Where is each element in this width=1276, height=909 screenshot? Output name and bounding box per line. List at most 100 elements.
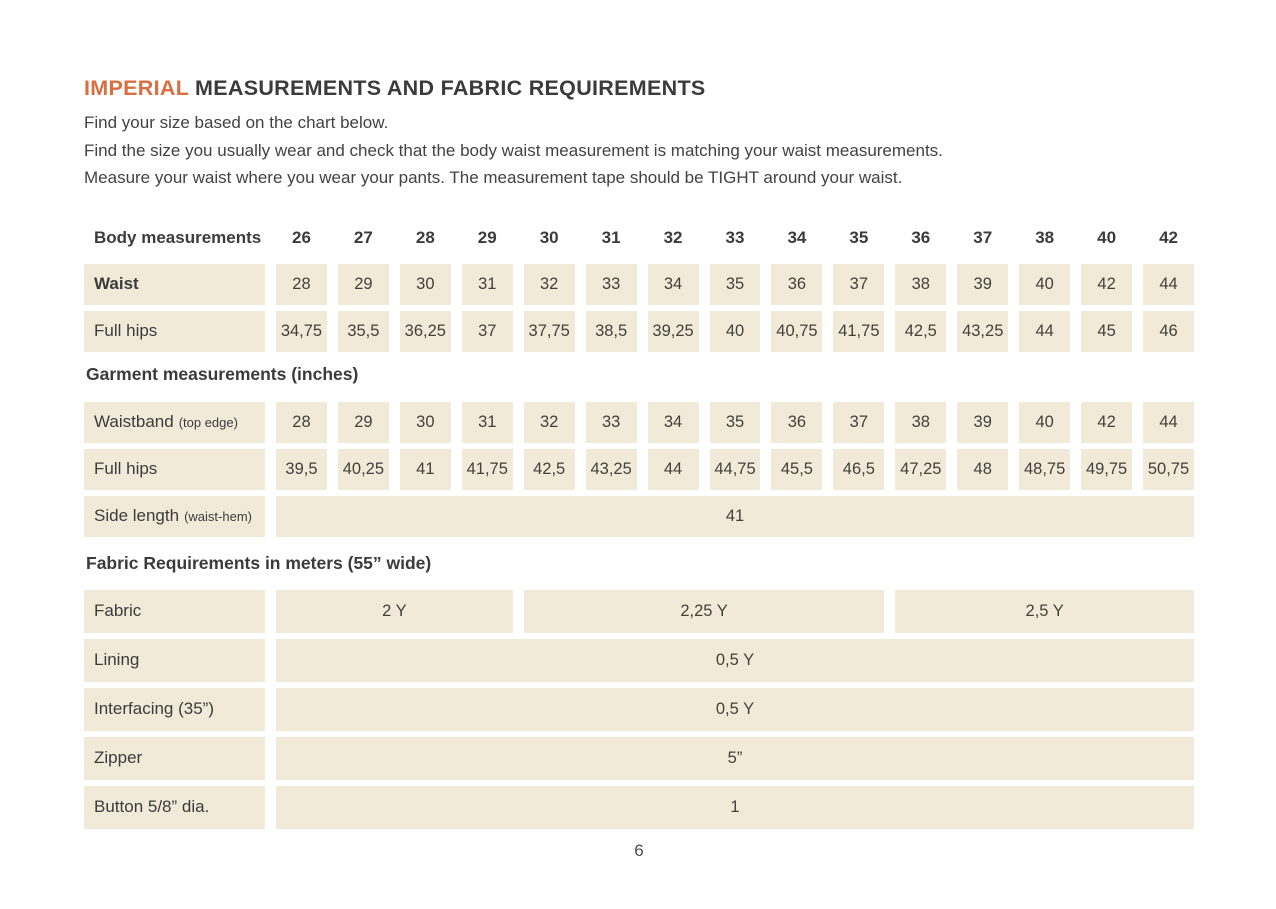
measurement-cell: 42 [1081,401,1133,443]
measurement-cell: 35 [709,263,761,305]
row-label-text: Waistband [94,412,174,431]
row-label-note: (waist-hem) [184,508,252,524]
intro-line-1: Find your size based on the chart below. [84,113,389,132]
notion-row: Zipper 5” [84,736,1194,780]
measurement-cell: 37 [461,310,513,352]
measurement-cell: 47,25 [895,448,947,490]
measurement-cell: 42,5 [895,310,947,352]
measurement-cell: 43,25 [585,448,637,490]
size-header-row: Body measurements 26 27 28 29 30 31 32 33 34 35 36 3… [84,218,1194,259]
table-row: Full hips 39,5 40,25 41 41,75 42,5 43,25 44 44,7… [84,448,1194,490]
page-title-rest: MEASUREMENTS AND FABRIC REQUIREMENTS [188,76,706,100]
row-label: Side length (waist-hem) [84,495,265,537]
measurement-cell: 44 [647,448,699,490]
measurement-cell: 35 [709,401,761,443]
measurement-cell: 39 [957,401,1009,443]
garment-measurements-table: Waistband (top edge) 28 29 30 31 32 33 34 35 36 37 3… [84,401,1194,537]
page-title-highlight: IMPERIAL [84,76,189,100]
row-label: Lining [84,638,265,682]
measurement-cell: 38,5 [585,310,637,352]
row-label-text: Body measurements [94,228,262,247]
side-length-row: Side length (waist-hem) 41 [84,495,1194,537]
measurement-cell: 38 [895,401,947,443]
measurement-cell: 40 [709,310,761,352]
size-column-header: 28 [415,228,435,247]
measurement-cell: 37 [833,263,885,305]
row-label: Waistband (top edge) [84,401,265,443]
fabric-yardage-cell: 2,5 Y [895,589,1194,633]
measurement-cell: 32 [523,401,575,443]
measurement-cell: 45 [1081,310,1133,352]
body-measurements-table: Body measurements 26 27 28 29 30 31 32 33 34 35 36 3… [84,218,1194,352]
measurement-cell: 48,75 [1019,448,1071,490]
row-label-text: Fabric [94,601,142,620]
row-label: Fabric [84,589,265,633]
intro-line-3: Measure your waist where you wear your p… [84,168,903,187]
document-page: IMPERIAL MEASUREMENTS AND FABRIC REQUIRE… [84,76,1194,860]
measurement-cell: 36 [771,263,823,305]
measurement-cell: 30 [399,401,451,443]
row-label-text: Waist [94,274,139,293]
measurement-cell: 39,5 [276,448,327,490]
measurement-cell: 34 [647,401,699,443]
notion-row: Button 5/8” dia. 1 [84,785,1194,829]
table-row: Waist 28 29 30 31 32 33 34 35 36 37 38 39 40 42 44 [84,263,1194,305]
measurement-cell: 29 [337,401,389,443]
fabric-yardage-cell: 2,25 Y [523,589,885,633]
row-label-text: Side length [94,506,180,525]
size-column-header: 27 [353,228,373,247]
section-heading-garment: Garment measurements (inches) [86,363,359,384]
side-length-value: 41 [276,495,1194,537]
intro-line-2: Find the size you usually wear and check… [84,140,943,160]
row-label-text: Interfacing (35”) [94,699,214,718]
fabric-yardage-cell: 2 Y [276,589,513,633]
notion-row: Lining 0,5 Y [84,638,1194,682]
row-label: Full hips [84,448,265,490]
section-heading-fabric: Fabric Requirements in meters (55” wide) [86,552,432,573]
size-column-header: 40 [1097,228,1117,247]
size-column-header: 35 [849,228,869,247]
row-label: Zipper [84,736,265,780]
measurement-cell: 46,5 [833,448,885,490]
measurement-cell: 34,75 [276,310,327,352]
notion-value-cell: 0,5 Y [276,638,1194,682]
measurement-cell: 34 [647,263,699,305]
size-column-header: 32 [663,228,683,247]
measurement-cell: 31 [461,263,513,305]
measurement-cell: 48 [957,448,1009,490]
measurement-cell: 31 [461,401,513,443]
measurement-cell: 36 [771,401,823,443]
measurement-cell: 33 [585,263,637,305]
size-column-header: 36 [911,228,931,247]
measurement-cell: 35,5 [337,310,389,352]
measurement-cell: 37,75 [523,310,575,352]
measurement-cell: 45,5 [771,448,823,490]
measurement-cell: 30 [399,263,451,305]
measurement-cell: 38 [895,263,947,305]
measurement-cell: 39 [957,263,1009,305]
row-label: Full hips [84,310,265,352]
measurement-cell: 28 [276,401,327,443]
row-label: Interfacing (35”) [84,687,265,731]
page-title: IMPERIAL MEASUREMENTS AND FABRIC REQUIRE… [84,76,1194,101]
size-column-header: 38 [1035,228,1055,247]
row-label: Waist [84,263,265,305]
measurement-cell: 41 [399,448,451,490]
notion-value-cell: 0,5 Y [276,687,1194,731]
size-column-header: 37 [973,228,993,247]
row-label-text: Full hips [94,321,158,340]
size-column-header: 26 [292,228,311,247]
row-label: Button 5/8” dia. [84,785,265,829]
row-label-note: (top edge) [178,414,238,430]
measurement-cell: 40 [1019,263,1071,305]
table-row: Waistband (top edge) 28 29 30 31 32 33 34 35 36 37 3… [84,401,1194,443]
tables-area: Body measurements 26 27 28 29 30 31 32 33 34 35 36 3… [84,218,1194,829]
row-label: Body measurements [84,218,265,259]
size-column-header: 33 [725,228,745,247]
size-column-header: 42 [1159,228,1178,247]
page-number: 6 [634,840,644,860]
row-label-text: Full hips [94,459,158,478]
measurement-cell: 32 [523,263,575,305]
measurement-cell: 40,25 [337,448,389,490]
measurement-cell: 28 [276,263,327,305]
